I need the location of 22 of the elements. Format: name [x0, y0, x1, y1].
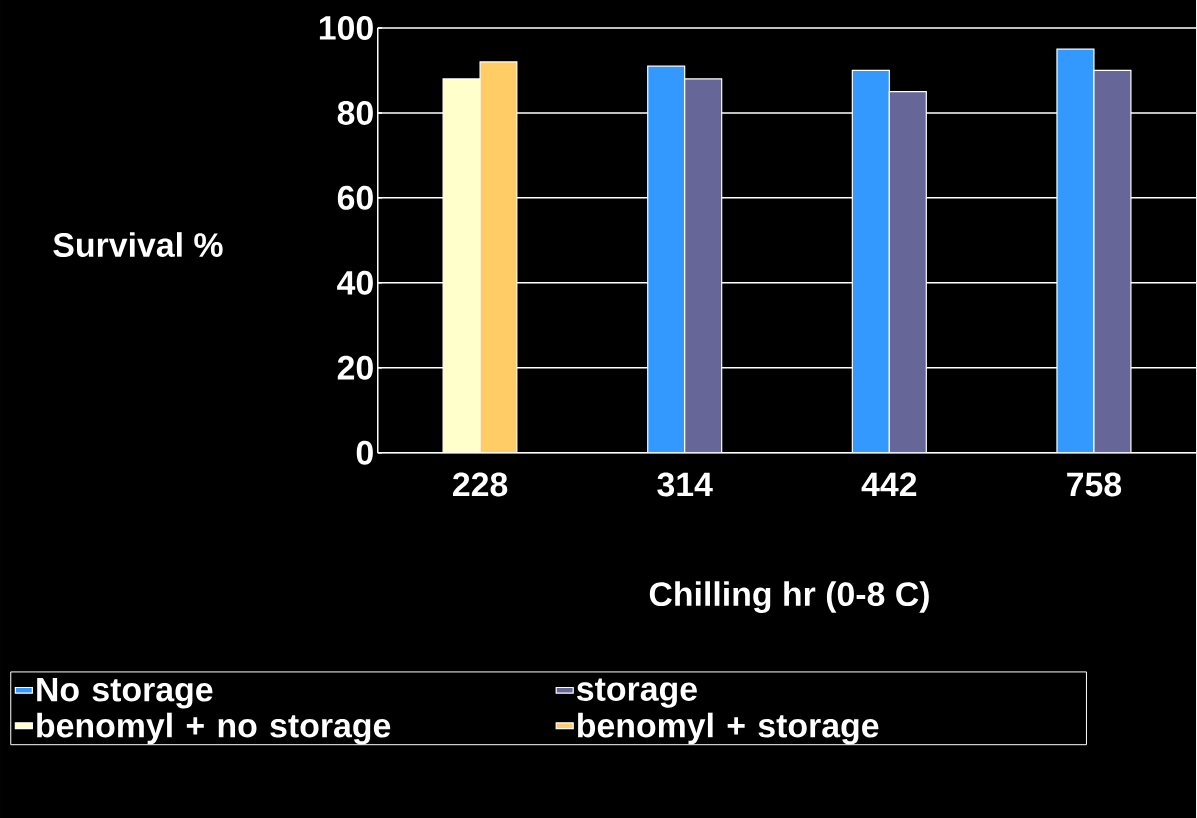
y-tick-label: 60	[337, 185, 373, 210]
y-tick-label: 100	[319, 15, 373, 40]
y-tick-label: 80	[337, 100, 373, 125]
x-axis-title: Chilling hr (0-8 C)	[649, 581, 929, 613]
x-tick-label: 758	[1067, 472, 1122, 497]
x-tick-label: 442	[861, 472, 917, 496]
bar	[851, 69, 890, 453]
legend-label: storage	[576, 678, 697, 708]
x-tick-label: 314	[657, 472, 713, 497]
y-tick-label: 20	[337, 355, 373, 380]
y-tick-label: 40	[337, 270, 373, 295]
x-tick-label: 228	[453, 472, 508, 497]
y-axis-title: Survival %	[53, 231, 223, 257]
legend-label: benomyl + no storage	[37, 712, 391, 745]
bar	[647, 65, 686, 453]
bar	[888, 90, 927, 453]
bar	[684, 78, 723, 453]
legend-label: No storage	[37, 677, 213, 709]
legend-label: benomyl + storage	[578, 712, 879, 745]
bar	[1093, 69, 1132, 453]
y-tick-label: 0	[356, 440, 373, 465]
bar	[1056, 48, 1095, 453]
